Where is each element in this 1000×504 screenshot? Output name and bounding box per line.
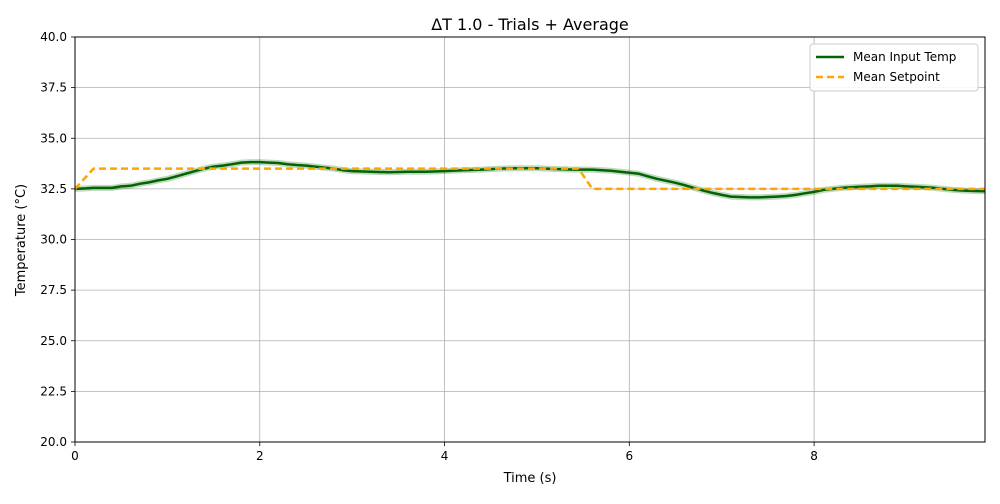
x-axis-label: Time (s) — [503, 471, 557, 486]
y-axis-ticks: 20.0 22.5 25.0 27.5 30.0 32.5 35.0 37.5 40.0 — [40, 30, 75, 449]
y-tick-label: 35.0 — [40, 131, 67, 145]
y-tick-label: 40.0 — [40, 30, 67, 44]
grid — [74, 36, 985, 443]
x-axis-ticks: 0 2 4 6 8 — [71, 442, 818, 463]
y-tick-label: 32.5 — [40, 182, 67, 196]
x-tick-label: 6 — [625, 449, 633, 463]
legend-label: Mean Setpoint — [853, 70, 940, 84]
legend: Mean Input Temp Mean Setpoint — [809, 43, 979, 92]
y-tick-label: 22.5 — [40, 384, 67, 398]
chart-title: ΔT 1.0 - Trials + Average — [431, 15, 629, 34]
y-axis-label: Temperature (°C) — [14, 184, 29, 297]
x-tick-label: 4 — [441, 449, 449, 463]
series-line-mean-setpoint — [74, 167, 985, 191]
legend-box — [809, 43, 979, 92]
x-tick-label: 0 — [71, 449, 79, 463]
x-tick-label: 8 — [810, 449, 818, 463]
legend-label: Mean Input Temp — [853, 50, 956, 64]
series-layer — [74, 160, 986, 199]
y-tick-label: 30.0 — [40, 233, 67, 247]
y-tick-label: 25.0 — [40, 334, 67, 348]
y-tick-label: 37.5 — [40, 81, 67, 95]
y-tick-label: 20.0 — [40, 435, 67, 449]
x-tick-label: 2 — [256, 449, 264, 463]
y-tick-label: 27.5 — [40, 283, 67, 297]
